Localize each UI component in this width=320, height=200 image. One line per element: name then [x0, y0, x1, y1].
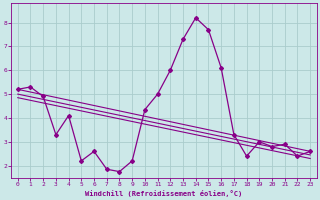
X-axis label: Windchill (Refroidissement éolien,°C): Windchill (Refroidissement éolien,°C) — [85, 190, 243, 197]
